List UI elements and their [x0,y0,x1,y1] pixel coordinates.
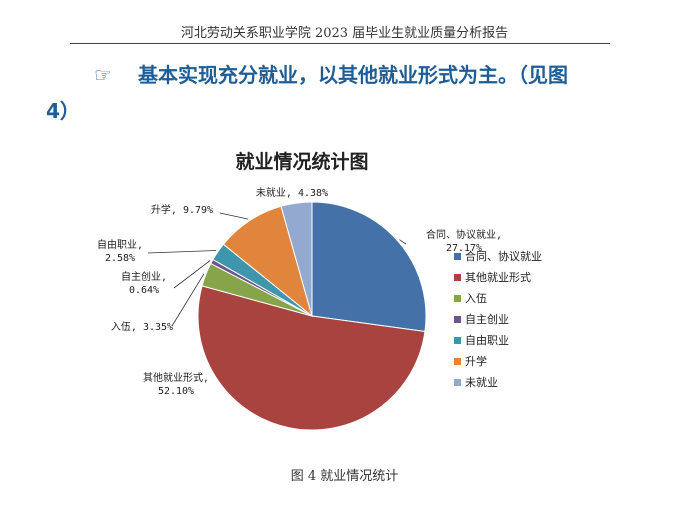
heading-line-2: 4） [46,99,80,123]
legend-swatch [454,295,461,302]
legend-label: 自主创业 [465,313,509,326]
legend-swatch [454,253,461,260]
data-label: 自由职业, 2.58% [97,238,143,264]
figure-caption: 图 4 就业情况统计 [290,469,399,484]
pie-slice [311,201,427,333]
employment-pie-chart: 就业情况统计图 合同、协议就业, 27.17% 其他就业形式, 52.10% 入伍, 3… [90,140,610,455]
legend-label: 升学 [465,354,487,368]
legend-swatch [454,316,461,323]
data-label: 其他就业形式, 52.10% [143,371,209,397]
running-header: 河北劳动关系职业学院 2023 届毕业生就业质量分析报告 [180,26,509,41]
legend-label: 未就业 [465,375,498,389]
section-heading: ☞ 基本实现充分就业，以其他就业形式为主。（见图 4） [46,57,626,129]
legend-swatch [454,358,461,365]
leader-line [173,260,211,289]
pie-slice [197,285,426,431]
legend-swatch [454,379,461,386]
pie-chart-svg: 就业情况统计图 合同、协议就业, 27.17% 其他就业形式, 52.10% 入伍, 3… [97,150,542,431]
header-rule [70,43,610,44]
chart-title: 就业情况统计图 [235,150,368,173]
pointing-hand-icon: ☞ [94,63,112,87]
legend-label: 入伍 [465,292,487,305]
data-label: 升学, 9.79% [151,203,213,216]
data-label: 未就业, 4.38% [256,186,328,199]
leader-line [171,273,205,327]
leader-line [219,212,249,220]
legend-swatch [454,274,461,281]
leader-line [399,239,407,245]
leader-line [147,250,217,254]
data-label: 自主创业, 0.64% [121,270,167,296]
legend-label: 自由职业 [465,333,509,347]
heading-line-1: 基本实现充分就业，以其他就业形式为主。（见图 [138,63,568,87]
legend-label: 合同、协议就业 [465,249,542,263]
legend-swatch [454,337,461,344]
legend-label: 其他就业形式 [465,270,531,284]
data-label: 入伍, 3.35% [111,321,173,333]
pie-slice [280,201,313,317]
data-label: 合同、协议就业, 27.17% [426,228,502,254]
